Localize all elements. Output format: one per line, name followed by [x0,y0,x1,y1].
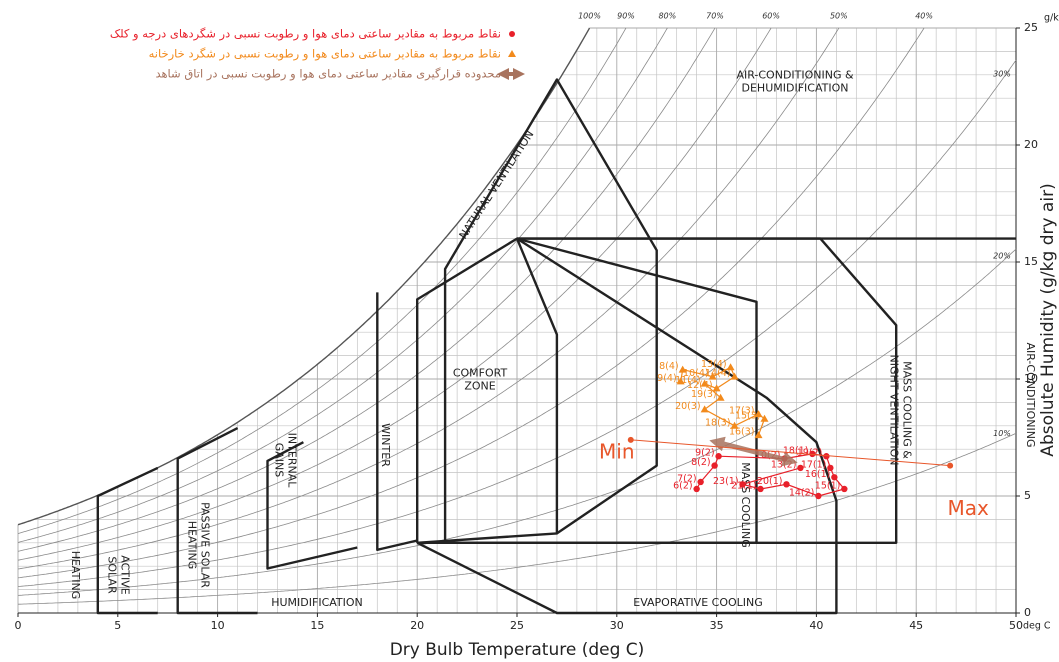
annotation-point [947,463,953,469]
x-tick-label: 40 [809,619,823,632]
zone-label: GAINS [273,443,286,478]
y-tick-label: 0 [1024,606,1031,619]
y-tick-label: 25 [1024,21,1038,34]
x-unit: deg C [1023,621,1051,632]
zone-label: HEATING [186,521,199,570]
zone-label: ZONE [464,380,495,393]
zone-label: PASSIVE SOLAR [199,502,212,588]
zone-label: ACTIVE [119,555,132,595]
point-label: 8(4) [659,361,679,372]
point-label: 9(2) [695,448,715,459]
point-label: 16(3) [729,427,755,438]
data-point [757,486,763,492]
zone-label: HUMIDIFICATION [271,596,363,609]
y-tick-label: 15 [1024,255,1038,268]
data-point [693,486,699,492]
rh-curve [18,28,839,569]
rh-label: 10% [993,429,1011,438]
rh-label: 20% [993,251,1011,260]
zone-label: NATURAL VENTILATION [457,128,537,241]
zone-label: SOLAR [106,556,119,594]
data-point [715,453,721,459]
rh-label: 30% [993,69,1011,78]
point-label: 20(3) [675,401,701,412]
point-label: 9(4) [657,373,677,384]
data-point [783,481,789,487]
zone-label: AIR-CONDITIONING [1024,342,1037,447]
point-label: 16(1) [805,469,831,480]
y-axis-title: Absolute Humidity (g/kg dry air) [1038,183,1058,456]
point-label: 20(1) [757,476,783,487]
x-tick-label: 0 [15,619,22,632]
x-tick-label: 50 [1009,619,1023,632]
zone-label: NIGHT VENTILATION [888,354,901,465]
data-point [797,465,803,471]
x-axis-title: Dry Bulb Temperature (deg C) [390,640,645,660]
rh-label: 50% [830,12,848,21]
legend-marker [509,31,515,37]
zone-label: AIR-CONDITIONING & [736,69,854,82]
point-label: 14(4) [705,368,731,379]
data-point [841,486,847,492]
x-tick-label: 15 [310,619,324,632]
data-point [711,462,717,468]
zone-label: MASS COOLING [739,462,752,548]
annotation-label: Min [599,439,635,463]
zone-label: WINTER [379,423,392,467]
rh-label: 100% [578,12,601,21]
point-label: 15(1) [815,480,841,491]
chart: 100% 90% 80% 70% 60% 50% 40% 30% 20% 10% HEATING A… [0,0,1059,662]
zone-label: EVAPORATIVE COOLING [633,596,763,609]
point-label: 14(2) [789,488,815,499]
point-label: 18(3) [705,417,731,428]
rh-label: 80% [658,12,676,21]
point-label: 23(1) [713,476,739,487]
y-tick-label: 5 [1024,489,1031,502]
x-tick-label: 10 [211,619,225,632]
y-tick-label: 10 [1024,372,1038,385]
data-point [815,493,821,499]
rh-label: 40% [915,12,933,21]
y-unit: g/kg [1044,13,1059,24]
point-label: 7(2) [677,473,697,484]
data-point [739,481,745,487]
zone-label: INTERNAL [286,433,299,489]
rh-curve [18,28,590,525]
grid [18,28,1020,617]
x-tick-label: 45 [909,619,923,632]
legend-label: محدوده قرارگیری مقادیر ساعتی دمای هوا و … [155,67,501,82]
rh-label: 90% [617,12,635,21]
x-tick-label: 5 [114,619,121,632]
legend-label: نقاط مربوط به مقادیر ساعتی دمای هوا و رط… [149,47,501,62]
zone-label: MASS COOLING & [901,361,914,459]
legend-label: نقاط مربوط به مقادیر ساعتی دمای هوا و رط… [110,27,501,42]
zone-label: HEATING [69,551,82,600]
rh-label: 70% [706,12,724,21]
y-tick-label: 20 [1024,138,1038,151]
data-point [697,479,703,485]
zone-label: DEHUMIDIFICATION [742,82,849,95]
rh-label: 60% [762,12,780,21]
zone-label: COMFORT [453,367,508,380]
x-tick-label: 35 [710,619,724,632]
point-label: 11(4) [675,375,701,386]
x-tick-label: 30 [610,619,624,632]
point-label: 19(3) [691,389,717,400]
x-tick-label: 20 [410,619,424,632]
x-tick-label: 25 [510,619,524,632]
point-label: 15(3) [735,410,761,421]
legend-marker [508,50,516,57]
annotation-label: Max [947,496,989,520]
data-point [701,405,709,412]
